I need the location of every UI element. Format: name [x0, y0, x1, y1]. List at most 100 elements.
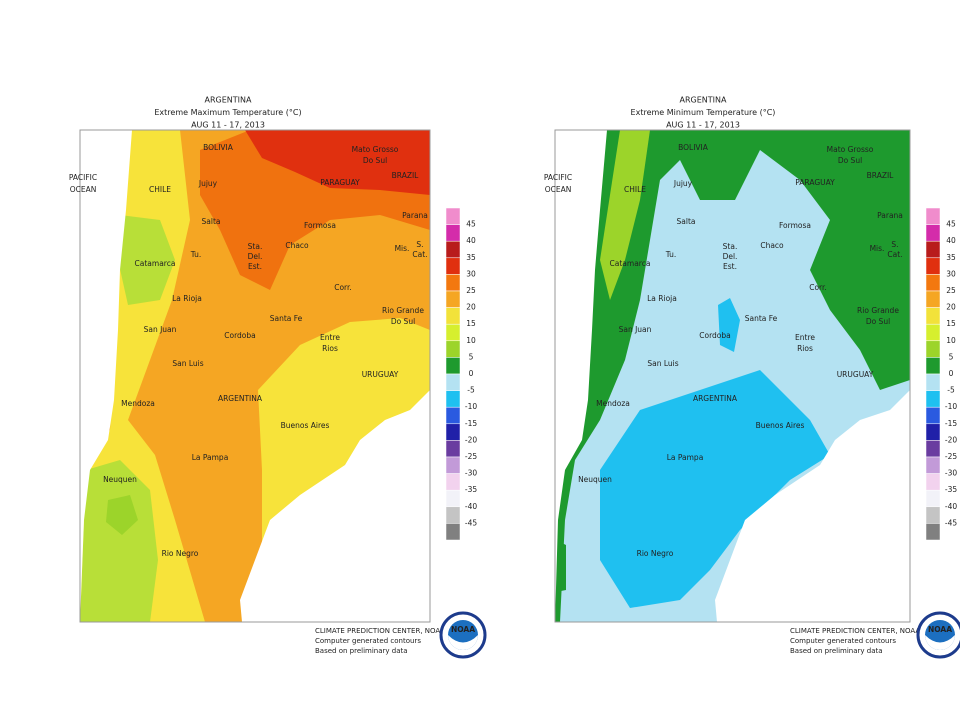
zone [106, 495, 138, 535]
region-label: ARGENTINA [693, 394, 738, 403]
legend-swatch [925, 473, 941, 491]
frame [554, 129, 911, 623]
province-label: Rio Grande [857, 306, 899, 315]
region-label: PARAGUAY [320, 178, 360, 187]
legend-label: -20 [465, 435, 477, 444]
legend-label: -35 [465, 485, 477, 494]
province-label: Entre [795, 333, 815, 342]
province-label: San Luis [172, 359, 203, 368]
footer-note: CLIMATE PREDICTION CENTER, NOAA [315, 627, 445, 635]
region-label: BRAZIL [392, 171, 420, 180]
legend-swatch [445, 224, 461, 242]
legend-swatch [925, 423, 941, 441]
region-label: URUGUAY [837, 370, 874, 379]
province-label: Santa Fe [745, 314, 778, 323]
logo-text: NOAA [451, 625, 475, 634]
zone [600, 130, 650, 300]
province-label: Salta [677, 217, 696, 226]
legend-label: -45 [945, 518, 957, 527]
province-label: San Luis [647, 359, 678, 368]
province-label: Neuquen [578, 475, 612, 484]
province-label: La Rioja [647, 294, 677, 303]
province-label: Do Sul [391, 317, 415, 326]
province-label: Sta. [248, 242, 263, 251]
region-label: PACIFIC [69, 173, 97, 182]
legend-label: 40 [466, 236, 476, 245]
legend-swatch [925, 523, 941, 541]
ocean [555, 130, 607, 622]
ocean [240, 390, 430, 622]
legend-label: -45 [465, 518, 477, 527]
province-label: Cat. [412, 250, 427, 259]
province-label: San Juan [619, 325, 652, 334]
legend-swatch [445, 456, 461, 474]
legend-label: -15 [945, 419, 957, 428]
legend-swatch [925, 240, 941, 259]
legend-label: -30 [945, 469, 957, 478]
footer-note: CLIMATE PREDICTION CENTER, NOAA [790, 627, 920, 635]
region-label: OCEAN [70, 185, 97, 194]
province-label: Formosa [779, 221, 811, 230]
legend-label: 0 [469, 369, 474, 378]
legend-label: 25 [466, 286, 476, 295]
legend-label: 0 [949, 369, 954, 378]
legend-swatch [925, 340, 941, 358]
province-label: Parana [402, 211, 428, 220]
legend-label: 25 [946, 286, 956, 295]
legend-swatch [445, 423, 461, 441]
province-label: Parana [877, 211, 903, 220]
legend-label: -15 [465, 419, 477, 428]
province-label: La Pampa [192, 453, 229, 462]
province-label: Jujuy [198, 179, 218, 188]
province-label: Cat. [887, 250, 902, 259]
legend-label: -10 [465, 402, 477, 411]
legend-swatch [445, 506, 461, 524]
zone [718, 298, 740, 352]
legend-label: 10 [946, 336, 956, 345]
province-label: Mendoza [596, 399, 630, 408]
legend-label: 5 [469, 352, 474, 361]
frame [79, 129, 431, 623]
legend-swatch [925, 207, 941, 225]
legend-swatch [925, 323, 941, 342]
province-label: Neuquen [103, 475, 137, 484]
province-label: Chaco [285, 241, 309, 250]
province-label: Cordoba [699, 331, 730, 340]
legend-label: -5 [947, 386, 955, 395]
region-label: OCEAN [545, 185, 572, 194]
province-label: Mis. [395, 244, 410, 253]
max-map [79, 129, 431, 623]
province-label: La Rioja [172, 294, 202, 303]
region-label: BOLIVIA [203, 143, 234, 152]
province-label: Jujuy [673, 179, 693, 188]
legend-label: -40 [465, 502, 477, 511]
legend-swatch [925, 456, 941, 474]
region-label: URUGUAY [362, 370, 399, 379]
legend-label: -25 [465, 452, 477, 461]
region-label: ARGENTINA [218, 394, 263, 403]
logo [448, 635, 478, 650]
legend-label: -35 [945, 485, 957, 494]
footer-note: Computer generated contours [790, 637, 896, 645]
legend-label: 15 [466, 319, 476, 328]
province-label: Rio Negro [162, 549, 199, 558]
province-label: Mato Grosso [352, 145, 399, 154]
footer-note: Based on preliminary data [315, 647, 408, 655]
legend-swatch [445, 373, 461, 391]
legend-label: -25 [945, 452, 957, 461]
map-title: Extreme Minimum Temperature (°C) [631, 108, 776, 117]
legend-swatch [925, 440, 941, 458]
legend-label: -10 [945, 402, 957, 411]
legend-swatch [925, 406, 941, 425]
province-label: Rios [797, 344, 813, 353]
province-label: Rio Grande [382, 306, 424, 315]
legend-swatch [925, 506, 941, 524]
province-label: Chaco [760, 241, 784, 250]
legend-label: 35 [946, 253, 956, 262]
min-map [554, 129, 911, 623]
zone [118, 215, 175, 305]
legend-swatch [445, 473, 461, 491]
legend-label: -30 [465, 469, 477, 478]
legend-label: 40 [946, 236, 956, 245]
